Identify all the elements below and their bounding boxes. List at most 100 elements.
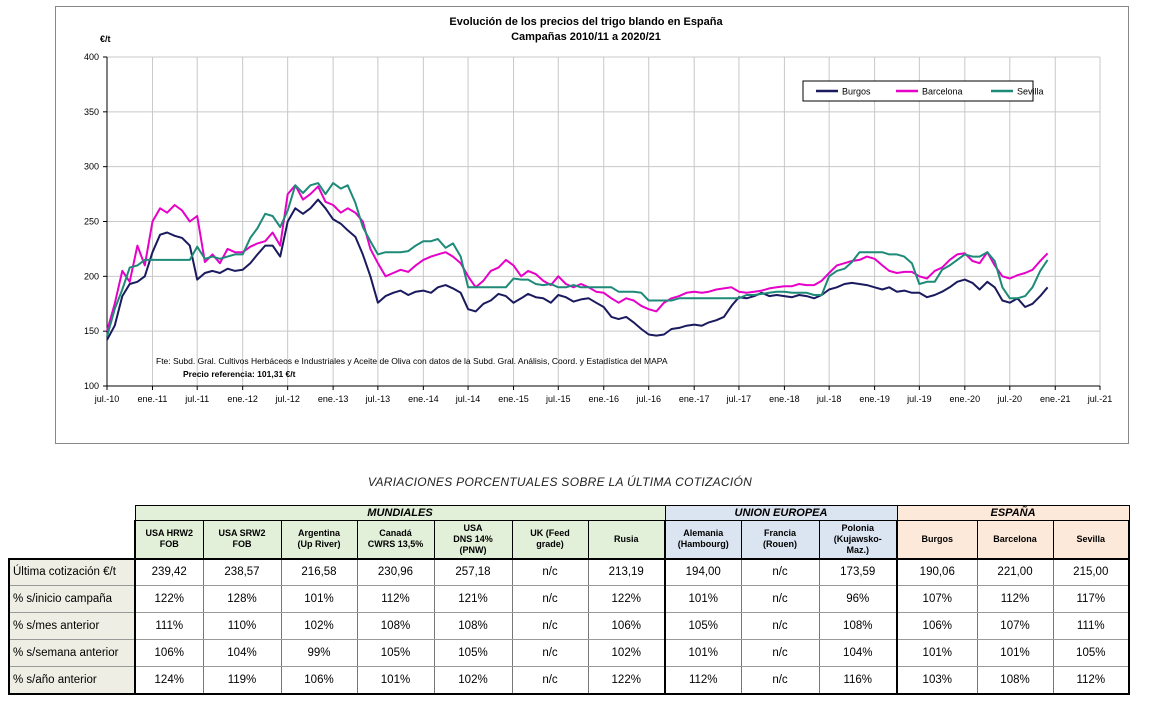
x-tick-label: jul.-21 (1087, 394, 1113, 404)
table-cell: 122% (587, 666, 666, 695)
column-header-line: Polonia (841, 522, 875, 533)
column-header: Rusia (587, 520, 666, 559)
table-cell: 119% (202, 666, 282, 695)
column-header-line: DNS 14% (453, 533, 493, 544)
table-corner (9, 521, 135, 559)
column-header-line: Argentina (297, 528, 340, 539)
table-cell: 105% (1052, 639, 1131, 667)
table-cell: n/c (740, 666, 820, 695)
column-header: Francia (Rouen) (740, 520, 820, 559)
y-axis-unit: €/t (100, 34, 111, 44)
x-tick-label: jul.-12 (274, 394, 300, 404)
row-label: % s/inicio campaña (8, 585, 136, 613)
table-cell: 101% (356, 666, 435, 695)
x-tick-label: jul.-15 (545, 394, 571, 404)
row-label: % s/semana anterior (8, 639, 136, 667)
column-header-line: Sevilla (1076, 533, 1106, 544)
table-cell: 121% (433, 585, 513, 613)
table-cell: 111% (134, 612, 204, 640)
table-cell: 108% (976, 666, 1054, 695)
table-cell: 107% (976, 612, 1054, 640)
table-cell: 230,96 (356, 557, 435, 586)
column-header-line: USA HRW2 (145, 528, 193, 539)
x-tick-label: ene.-15 (498, 394, 529, 404)
x-tick-label: jul.-14 (455, 394, 481, 404)
table-cell: 101% (896, 639, 978, 667)
table-cell: 112% (976, 585, 1054, 613)
table-cell: 107% (896, 585, 978, 613)
row-label: % s/mes anterior (8, 612, 136, 640)
x-tick-label: jul.-13 (365, 394, 391, 404)
table-cell: n/c (740, 639, 820, 667)
x-tick-label: jul.-17 (726, 394, 752, 404)
column-header-line: Burgos (921, 533, 954, 544)
table-cell: 116% (818, 666, 899, 695)
table-cell: n/c (511, 585, 589, 613)
chart-axes: 100 150 200 250 300 350 400 jul.-10 ene.-11 jul.-… (84, 52, 1112, 404)
y-tick-label: 200 (84, 271, 99, 281)
table-cell: 190,06 (896, 557, 978, 586)
x-tick-label: ene.-13 (318, 394, 349, 404)
column-header: USA DNS 14% (PNW) (433, 520, 513, 559)
column-header-line: (Rouen) (763, 539, 797, 550)
column-header-line: USA SRW2 (218, 528, 266, 539)
x-tick-label: ene.-14 (408, 394, 439, 404)
group-header-eu: UNION EUROPEA (664, 505, 898, 521)
table-cell: 238,57 (202, 557, 282, 586)
series-line-burgos (106, 198, 1049, 341)
table-cell: 106% (134, 639, 204, 667)
column-header-line: (Kujawsko- (833, 533, 882, 544)
table-corner (9, 506, 135, 521)
table-cell: 96% (818, 585, 899, 613)
table-cell: 101% (664, 639, 742, 667)
table-cell: 128% (202, 585, 282, 613)
table-cell: n/c (740, 585, 820, 613)
table-caption: VARIACIONES PORCENTUALES SOBRE LA ÚLTIMA… (367, 475, 753, 489)
table-row: Última cotización €/t 239,42 238,57 216,58 2… (8, 557, 1131, 586)
series-line-sevilla (106, 182, 1049, 337)
column-header-line: (PNW) (459, 544, 487, 555)
table-cell: 102% (433, 666, 513, 695)
chart-gridlines (106, 56, 1101, 387)
column-header: USA HRW2 FOB (134, 520, 204, 559)
column-header-line: UK (Feed (530, 528, 570, 539)
x-tick-label: ene.-21 (1040, 394, 1071, 404)
table-cell: 106% (587, 612, 666, 640)
source-note: Fte: Subd. Gral. Cultivos Herbáceos e In… (156, 356, 668, 366)
table-cell: 105% (356, 639, 435, 667)
column-header: Sevilla (1052, 520, 1131, 559)
table-cell: 221,00 (976, 557, 1054, 586)
table-row: % s/mes anterior 111% 110% 102% 108% 108% n/c 1… (8, 612, 1131, 640)
table-cell: n/c (511, 612, 589, 640)
x-tick-label: jul.-19 (906, 394, 932, 404)
table-cell: 112% (356, 585, 435, 613)
column-header-line: Maz.) (846, 544, 870, 555)
chart-legend: Burgos Barcelona Sevilla (802, 80, 1044, 102)
x-tick-label: jul.-20 (997, 394, 1023, 404)
y-tick-label: 250 (84, 217, 99, 227)
chart-frame: 100 150 200 250 300 350 400 jul.-10 ene.-11 jul.-… (55, 6, 1129, 444)
x-tick-label: ene.-11 (138, 394, 168, 404)
y-tick-label: 100 (84, 381, 99, 391)
table-cell: 103% (896, 666, 978, 695)
column-header: USA SRW2 FOB (202, 520, 282, 559)
column-header-line: Alemania (683, 528, 724, 539)
table-row: % s/semana anterior 106% 104% 99% 105% 105% n/… (8, 639, 1131, 667)
column-header-line: Rusia (613, 533, 639, 544)
table-cell: 108% (433, 612, 513, 640)
y-tick-label: 150 (84, 326, 99, 336)
group-header-es: ESPAÑA (896, 505, 1130, 521)
table-cell: 101% (976, 639, 1054, 667)
x-tick-label: jul.-11 (184, 394, 209, 404)
reference-price-note: Precio referencia: 101,31 €/t (183, 369, 296, 379)
group-header-world: MUNDIALES (134, 505, 666, 521)
column-header-line: FOB (232, 539, 252, 550)
column-header: UK (Feed grade) (511, 520, 589, 559)
y-tick-label: 300 (84, 162, 99, 172)
table-cell: 102% (587, 639, 666, 667)
table-cell: 239,42 (134, 557, 204, 586)
x-tick-label: ene.-12 (227, 394, 258, 404)
table-cell: 99% (280, 639, 358, 667)
column-header-line: CWRS 13,5% (367, 539, 424, 550)
table-cell: n/c (740, 612, 820, 640)
